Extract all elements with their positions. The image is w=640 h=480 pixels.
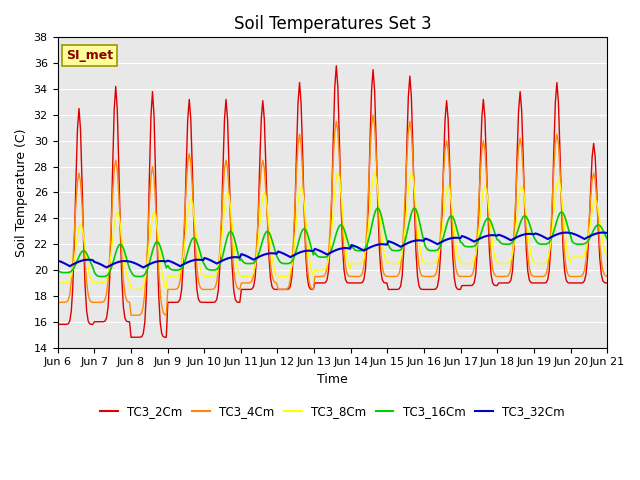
Text: SI_met: SI_met [66,49,113,62]
TC3_8Cm [237,274,245,279]
TC3_8Cm [296,188,303,193]
TC3_4Cm [369,112,377,118]
TC3_2Cm [219,166,227,171]
TC3_8Cm [132,287,140,292]
TC3_2Cm [296,80,303,85]
TC3_16Cm [54,267,61,273]
TC3_32Cm [123,258,131,264]
TC3_16Cm [219,252,227,258]
Line: TC3_8Cm: TC3_8Cm [58,173,607,289]
TC3_16Cm [98,274,106,279]
TC3_8Cm [334,170,342,176]
TC3_16Cm [296,235,303,241]
TC3_4Cm [237,280,245,286]
TC3_8Cm [121,263,129,268]
TC3_8Cm [219,221,227,227]
TC3_2Cm [246,287,254,292]
TC3_4Cm [246,280,254,286]
TC3_8Cm [576,254,584,260]
TC3_4Cm [576,274,584,279]
TC3_32Cm [219,257,227,263]
Line: TC3_32Cm: TC3_32Cm [58,232,607,267]
TC3_4Cm [296,132,303,137]
TC3_16Cm [374,205,381,211]
TC3_2Cm [121,315,129,321]
TC3_8Cm [54,280,61,286]
TC3_16Cm [576,241,584,247]
TC3_32Cm [576,234,584,240]
TC3_16Cm [246,261,254,266]
TC3_32Cm [296,250,303,255]
TC3_16Cm [237,256,245,262]
TC3_4Cm [219,189,227,194]
Legend: TC3_2Cm, TC3_4Cm, TC3_8Cm, TC3_16Cm, TC3_32Cm: TC3_2Cm, TC3_4Cm, TC3_8Cm, TC3_16Cm, TC3… [95,400,570,422]
TC3_32Cm [54,258,61,264]
TC3_4Cm [604,274,611,279]
TC3_32Cm [562,229,570,235]
TC3_2Cm [604,280,611,286]
Title: Soil Temperatures Set 3: Soil Temperatures Set 3 [234,15,431,33]
TC3_2Cm [332,63,340,69]
TC3_2Cm [576,280,584,286]
Y-axis label: Soil Temperature (C): Soil Temperature (C) [15,128,28,257]
Line: TC3_4Cm: TC3_4Cm [58,115,607,315]
TC3_2Cm [237,287,245,292]
TC3_32Cm [604,230,611,236]
TC3_8Cm [246,274,254,279]
Line: TC3_2Cm: TC3_2Cm [58,66,607,337]
Line: TC3_16Cm: TC3_16Cm [58,208,607,276]
TC3_16Cm [123,255,131,261]
TC3_8Cm [604,253,611,259]
TC3_16Cm [604,237,611,242]
TC3_32Cm [246,255,254,261]
TC3_4Cm [131,312,138,318]
TC3_32Cm [237,251,245,257]
TC3_2Cm [131,335,138,340]
TC3_4Cm [54,300,61,305]
TC3_4Cm [121,290,129,296]
TC3_32Cm [102,264,110,270]
TC3_2Cm [54,322,61,327]
X-axis label: Time: Time [317,373,348,386]
